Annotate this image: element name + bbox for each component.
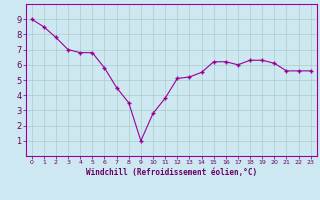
X-axis label: Windchill (Refroidissement éolien,°C): Windchill (Refroidissement éolien,°C): [86, 168, 257, 177]
